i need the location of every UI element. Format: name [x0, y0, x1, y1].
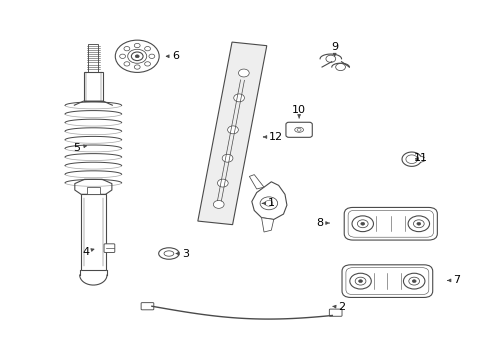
Text: 8: 8: [316, 218, 328, 228]
Circle shape: [135, 55, 139, 58]
Circle shape: [407, 216, 428, 231]
Circle shape: [360, 222, 364, 225]
Circle shape: [217, 179, 228, 187]
FancyBboxPatch shape: [344, 207, 436, 240]
Text: 2: 2: [332, 302, 345, 312]
Circle shape: [144, 62, 150, 66]
Circle shape: [134, 43, 140, 48]
Ellipse shape: [163, 251, 173, 256]
Text: 6: 6: [166, 51, 180, 61]
Circle shape: [123, 62, 129, 66]
Circle shape: [120, 54, 125, 58]
Circle shape: [260, 197, 277, 210]
Polygon shape: [249, 175, 264, 189]
Circle shape: [127, 49, 146, 63]
Circle shape: [349, 273, 370, 289]
Ellipse shape: [294, 127, 303, 132]
Circle shape: [115, 40, 159, 72]
Text: 9: 9: [330, 42, 338, 56]
Text: 12: 12: [263, 132, 283, 142]
Circle shape: [222, 154, 232, 162]
Ellipse shape: [158, 248, 179, 259]
Circle shape: [335, 63, 345, 71]
FancyBboxPatch shape: [341, 265, 432, 297]
Text: 11: 11: [413, 153, 427, 163]
Circle shape: [297, 129, 301, 131]
Circle shape: [416, 222, 420, 225]
Circle shape: [144, 46, 150, 51]
Circle shape: [227, 126, 238, 134]
FancyBboxPatch shape: [81, 194, 105, 270]
Circle shape: [413, 220, 423, 228]
Circle shape: [325, 55, 335, 62]
Circle shape: [238, 69, 249, 77]
Text: 1: 1: [262, 198, 274, 208]
Text: 4: 4: [82, 247, 94, 257]
Circle shape: [358, 280, 362, 283]
FancyBboxPatch shape: [285, 122, 312, 137]
Text: 5: 5: [73, 143, 86, 153]
Circle shape: [123, 46, 129, 51]
Circle shape: [408, 277, 419, 285]
Circle shape: [354, 277, 365, 285]
Polygon shape: [251, 182, 286, 220]
FancyBboxPatch shape: [86, 187, 100, 194]
Circle shape: [233, 94, 244, 102]
FancyBboxPatch shape: [88, 44, 98, 72]
Circle shape: [411, 280, 415, 283]
Circle shape: [213, 201, 224, 208]
Circle shape: [149, 54, 155, 58]
Circle shape: [357, 220, 367, 228]
FancyBboxPatch shape: [83, 72, 103, 101]
FancyBboxPatch shape: [104, 244, 115, 252]
Circle shape: [403, 273, 424, 289]
Polygon shape: [75, 179, 112, 194]
Polygon shape: [261, 218, 273, 232]
FancyBboxPatch shape: [198, 42, 266, 225]
Text: 7: 7: [447, 275, 459, 285]
Circle shape: [264, 201, 272, 206]
FancyBboxPatch shape: [329, 309, 341, 316]
FancyBboxPatch shape: [141, 303, 154, 310]
Circle shape: [351, 216, 373, 231]
Circle shape: [134, 65, 140, 69]
Text: 10: 10: [291, 105, 305, 118]
Text: 3: 3: [176, 248, 189, 258]
Circle shape: [131, 52, 143, 60]
